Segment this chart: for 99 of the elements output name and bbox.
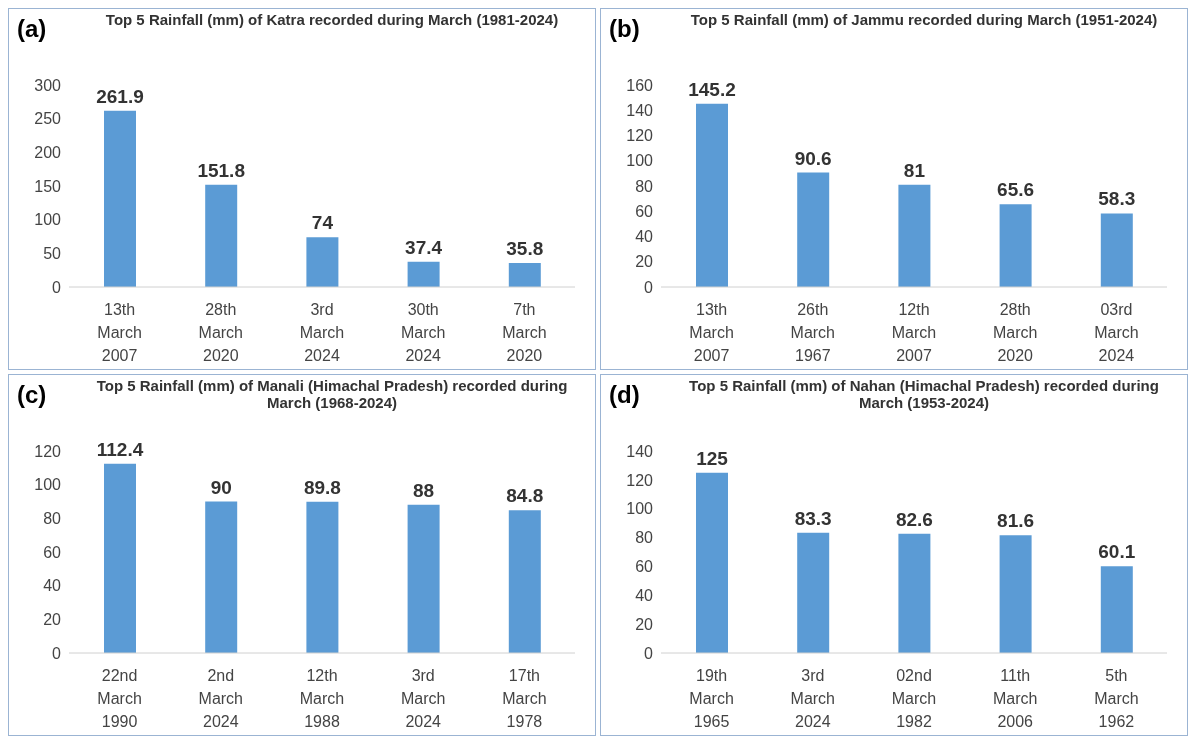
data-label: 151.8 (197, 159, 245, 181)
y-tick-label: 120 (626, 127, 654, 145)
y-tick-label: 0 (644, 644, 654, 662)
data-label: 84.8 (506, 485, 544, 507)
bar (1100, 566, 1133, 653)
y-tick-label: 140 (626, 442, 654, 460)
x-tick-label: 28th March 2020 (198, 301, 244, 364)
bar (696, 103, 728, 287)
bar (1100, 213, 1133, 287)
x-tick-label: 22nd March 1990 (97, 667, 142, 730)
y-tick-label: 20 (43, 611, 62, 629)
y-tick-label: 80 (43, 510, 62, 528)
y-tick-label: 160 (626, 76, 654, 94)
y-tick-label: 100 (626, 152, 654, 170)
data-label: 89.8 (303, 476, 341, 498)
bar (306, 501, 339, 653)
y-tick-label: 140 (626, 101, 654, 119)
y-tick-label: 40 (43, 577, 62, 595)
data-label: 83.3 (794, 507, 832, 529)
y-tick-label: 100 (34, 476, 62, 494)
data-label: 35.8 (506, 237, 544, 259)
text: (b) (609, 15, 640, 43)
data-label: 82.6 (895, 508, 933, 530)
y-tick-label: 100 (626, 500, 654, 518)
chart-title: Top 5 Rainfall (mm) of Nahan (Himachal Pradesh) recorded during March (1953-2024) (689, 377, 1159, 411)
data-label: 112.4 (96, 438, 144, 460)
data-label: 81 (903, 159, 926, 181)
text: (a) (17, 15, 47, 43)
y-tick-label: 0 (644, 278, 654, 296)
data-label: 74 (311, 212, 334, 234)
y-tick-label: 0 (52, 278, 62, 296)
bar (205, 184, 238, 287)
y-tick-label: 40 (635, 586, 654, 604)
y-tick-label: 100 (34, 211, 62, 229)
bar (104, 110, 136, 287)
bar (898, 533, 931, 653)
chart-title: Top 5 Rainfall (mm) of Katra recorded during March (1981-2024) (105, 11, 559, 28)
bar (407, 261, 440, 287)
x-tick-label: 3rd March 2024 (400, 667, 446, 730)
data-label: 37.4 (405, 236, 443, 258)
x-tick-label: 13th March 2007 (689, 301, 734, 364)
x-tick-label: 03rd March 2024 (1094, 301, 1139, 364)
y-tick-label: 120 (34, 442, 62, 460)
bar (508, 510, 541, 653)
y-tick-label: 60 (635, 202, 654, 220)
y-tick-label: 0 (52, 644, 62, 662)
bar (797, 532, 830, 653)
bar (508, 262, 541, 287)
bar (999, 204, 1032, 287)
data-label: 261.9 (96, 85, 144, 107)
bar (407, 504, 440, 653)
x-tick-label: 26th March 1967 (790, 301, 836, 364)
chart-title: Top 5 Rainfall (mm) of Jammu recorded during March (1951-2024) (690, 11, 1158, 28)
y-tick-label: 120 (626, 471, 654, 489)
data-label: 65.6 (997, 179, 1035, 201)
x-tick-label: 30th March 2024 (400, 301, 446, 364)
y-tick-label: 150 (34, 177, 62, 195)
x-tick-label: 19th March 1965 (689, 667, 734, 730)
x-tick-label: 2nd March 2024 (198, 667, 244, 730)
y-tick-label: 80 (635, 177, 654, 195)
data-label: 90 (210, 476, 232, 498)
bar (306, 237, 339, 287)
y-tick-label: 40 (635, 228, 654, 246)
y-tick-label: 20 (635, 615, 654, 633)
text: (d) (609, 381, 640, 409)
data-label: 125 (696, 447, 729, 469)
y-tick-label: 60 (635, 558, 654, 576)
x-tick-label: 3rd March 2024 (790, 667, 836, 730)
data-label: 90.6 (794, 147, 832, 169)
x-tick-label: 11th March 2006 (992, 667, 1038, 730)
bar (104, 463, 136, 653)
bar (999, 535, 1032, 653)
x-tick-label: 17th March 1978 (502, 667, 547, 730)
x-tick-label: 7th March 2020 (502, 301, 547, 364)
x-tick-label: 13th March 2007 (97, 301, 142, 364)
x-tick-label: 3rd March 2024 (299, 301, 345, 364)
x-tick-label: 02nd March 1982 (891, 667, 937, 730)
x-tick-label: 28th March 2020 (992, 301, 1038, 364)
x-tick-label: 5th March 1962 (1094, 667, 1139, 730)
data-label: 88 (413, 479, 435, 501)
y-tick-label: 60 (43, 543, 62, 561)
chart-title: Top 5 Rainfall (mm) of Manali (Himachal Pradesh) recorded during March (1968-2024) (96, 377, 568, 411)
text: (c) (17, 381, 47, 409)
y-tick-label: 200 (34, 144, 62, 162)
data-label: 81.6 (997, 510, 1035, 532)
bar (898, 184, 931, 287)
data-label: 58.3 (1098, 188, 1136, 210)
y-tick-label: 300 (34, 76, 62, 94)
y-tick-label: 80 (635, 529, 654, 547)
y-tick-label: 250 (34, 110, 62, 128)
bar (797, 172, 830, 287)
bar (696, 472, 728, 653)
data-label: 145.2 (688, 78, 736, 100)
x-tick-label: 12th March 1988 (299, 667, 345, 730)
y-tick-label: 50 (43, 245, 62, 263)
y-tick-label: 20 (635, 253, 654, 271)
x-tick-label: 12th March 2007 (891, 301, 937, 364)
bar (205, 501, 238, 653)
data-label: 60.1 (1098, 541, 1136, 563)
